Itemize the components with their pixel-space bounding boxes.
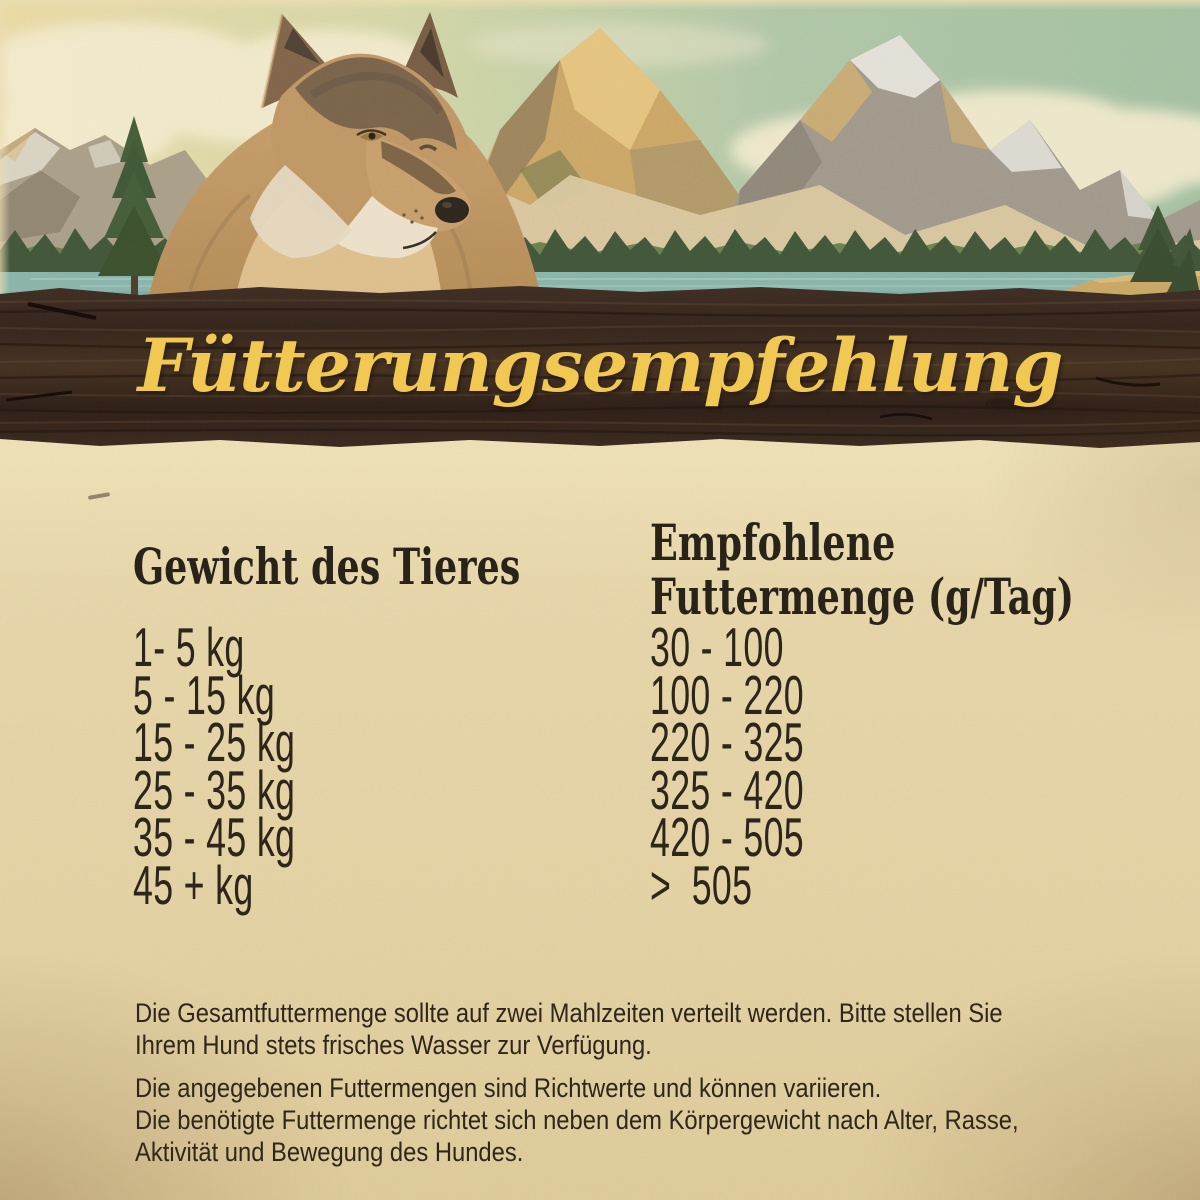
header-photo — [0, 0, 1200, 300]
mountain-lake-scene — [0, 0, 1200, 300]
paper-edge-left — [0, 0, 10, 300]
note-meals-line2: Ihrem Hund stets frisches Wasser zur Ver… — [135, 1030, 652, 1060]
table-body: 1- 5 kg 30 - 100 5 - 15 kg 100 - 220 15 … — [133, 616, 1093, 916]
table-row: 1- 5 kg 30 - 100 — [133, 616, 784, 678]
sepia-wash — [0, 0, 1200, 300]
table-row: 45 + kg > 505 — [133, 853, 753, 916]
wood-banner: Fütterungsempfehlung — [0, 282, 1200, 454]
paper-edge-top — [0, 0, 1200, 10]
amount-column-header: Empfohlene Futtermenge (g/Tag) — [650, 513, 1075, 626]
feeding-notes: Die Gesamtfuttermenge sollte auf zwei Ma… — [135, 997, 1155, 1168]
banner-title: Fütterungsempfehlung — [137, 323, 1064, 409]
note-guideline-line3: Aktivität und Bewegung des Hundes. — [135, 1137, 524, 1167]
note-guideline-line2: Die benötigte Futtermenge richtet sich n… — [135, 1105, 1019, 1135]
feeding-table: Gewicht des Tieres Empfohlene Futtermeng… — [133, 516, 1093, 916]
paper-scratch — [87, 492, 111, 500]
note-guideline-line1: Die angegebenen Futtermengen sind Richtw… — [135, 1073, 882, 1103]
table-header-row: Gewicht des Tieres Empfohlene Futtermeng… — [133, 516, 1093, 624]
table-row: 35 - 45 kg 420 - 505 — [133, 806, 804, 868]
note-meals-line1: Die Gesamtfuttermenge sollte auf zwei Ma… — [135, 998, 1003, 1028]
weight-column-header: Gewicht des Tieres — [133, 537, 521, 596]
